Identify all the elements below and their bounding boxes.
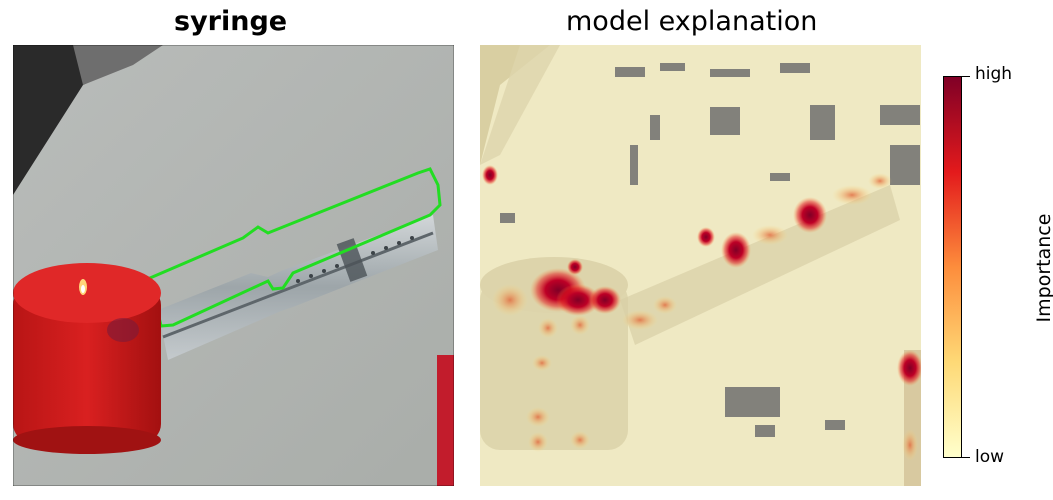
explanation-title: model explanation: [566, 6, 818, 37]
syringe-outline: [148, 167, 442, 328]
candle-object: [13, 263, 161, 454]
input-image: [13, 45, 454, 486]
colorbar-high-tick: [962, 76, 970, 77]
colorbar-axis-label: Importance: [1033, 213, 1053, 323]
syringe-object: [158, 215, 438, 360]
dark-background: [13, 45, 163, 195]
colorbar: [943, 76, 962, 458]
red-object-edge: [437, 355, 454, 486]
image-label-title: syringe: [174, 6, 288, 37]
background-object: [73, 45, 163, 85]
colorbar-low-label: low: [975, 447, 1005, 467]
colorbar-high-label: high: [975, 64, 1013, 84]
explanation-heatmap: [480, 45, 921, 486]
colorbar-low-tick: [962, 457, 970, 458]
